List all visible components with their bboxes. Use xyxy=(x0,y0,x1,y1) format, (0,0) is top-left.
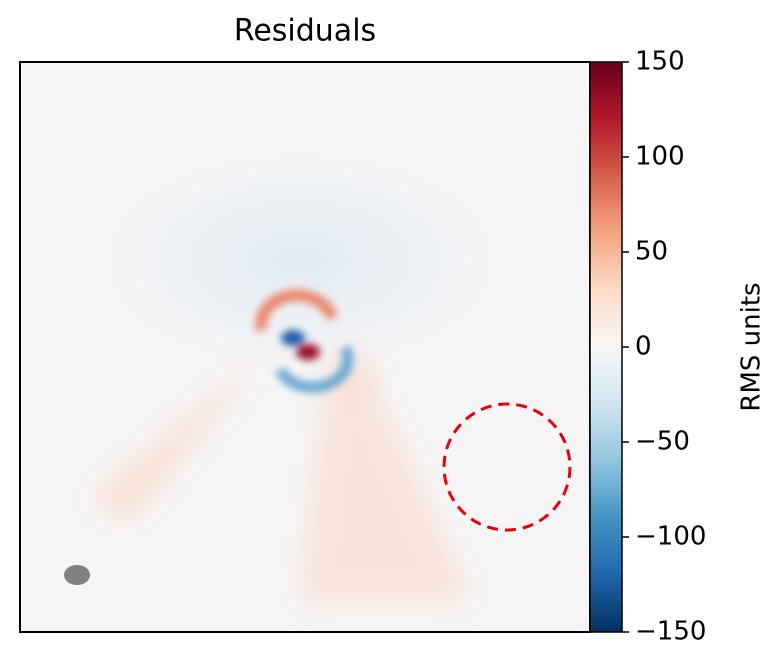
chart-title: Residuals xyxy=(234,14,376,49)
colorbar-tick-label: −150 xyxy=(635,617,706,647)
colorbar-tick-label: 150 xyxy=(635,47,685,77)
colorbar-tick-label: −50 xyxy=(635,427,690,457)
image xyxy=(20,62,590,632)
colorbar-tick-label: 100 xyxy=(635,142,685,172)
colorbar-tick-label: −100 xyxy=(635,522,706,552)
colorbar-tick-label: 0 xyxy=(635,332,652,362)
colorbar xyxy=(589,61,623,633)
colorbar-tick-label: 50 xyxy=(635,237,668,267)
colorbar-label: RMS units xyxy=(737,282,767,411)
